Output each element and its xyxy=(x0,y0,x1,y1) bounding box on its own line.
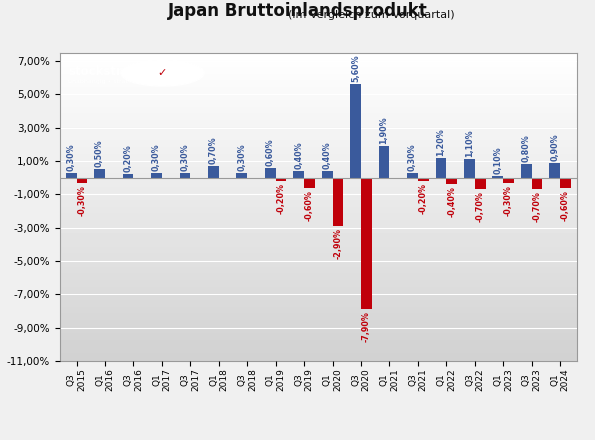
Text: stockstreet.de: stockstreet.de xyxy=(68,66,165,78)
Text: Japan Bruttoinlandsprodukt: Japan Bruttoinlandsprodukt xyxy=(168,2,427,20)
Text: 0,30%: 0,30% xyxy=(237,143,246,171)
Bar xyxy=(532,178,543,189)
Bar xyxy=(493,176,503,178)
Bar xyxy=(464,159,475,178)
Text: -0,60%: -0,60% xyxy=(561,190,570,220)
Text: 0,30%: 0,30% xyxy=(67,143,76,171)
Bar xyxy=(446,178,457,184)
Text: 0,40%: 0,40% xyxy=(322,141,331,169)
Text: -0,70%: -0,70% xyxy=(533,191,541,222)
Text: 0,40%: 0,40% xyxy=(294,141,303,169)
Text: -0,40%: -0,40% xyxy=(447,186,456,217)
Bar xyxy=(322,171,333,178)
Bar xyxy=(304,178,315,187)
Text: ✓: ✓ xyxy=(158,68,167,78)
Text: 1,90%: 1,90% xyxy=(380,117,389,144)
Text: 1,20%: 1,20% xyxy=(436,128,446,156)
Text: -7,90%: -7,90% xyxy=(362,311,371,342)
Bar xyxy=(378,146,390,178)
Text: -0,30%: -0,30% xyxy=(77,185,86,216)
Text: 0,20%: 0,20% xyxy=(124,145,133,172)
Text: 0,70%: 0,70% xyxy=(209,136,218,164)
Bar xyxy=(236,172,247,178)
Text: 1,10%: 1,10% xyxy=(465,130,474,158)
Bar xyxy=(151,172,162,178)
Bar xyxy=(407,172,418,178)
Bar xyxy=(275,178,286,181)
Bar xyxy=(475,178,486,189)
Bar xyxy=(208,166,219,178)
Bar xyxy=(521,165,532,178)
Text: -0,70%: -0,70% xyxy=(475,191,485,222)
Bar xyxy=(180,172,190,178)
Bar xyxy=(66,172,77,178)
Text: 0,30%: 0,30% xyxy=(180,143,189,171)
Text: -0,60%: -0,60% xyxy=(305,190,314,220)
Text: unabhängig • strategisch • trefflicher: unabhängig • strategisch • trefflicher xyxy=(68,79,187,84)
Text: 0,60%: 0,60% xyxy=(266,138,275,166)
Bar xyxy=(123,174,133,178)
Text: 5,60%: 5,60% xyxy=(351,55,360,82)
Text: -2,90%: -2,90% xyxy=(333,228,343,259)
Text: 0,30%: 0,30% xyxy=(152,143,161,171)
Bar xyxy=(503,178,514,183)
Bar xyxy=(361,178,372,309)
Bar xyxy=(293,171,304,178)
Text: (im Vergleich zum Vorquartal): (im Vergleich zum Vorquartal) xyxy=(140,10,455,20)
Text: 0,10%: 0,10% xyxy=(493,147,502,174)
Circle shape xyxy=(121,60,204,86)
Text: -0,20%: -0,20% xyxy=(277,183,286,214)
Text: -0,30%: -0,30% xyxy=(504,185,513,216)
Bar xyxy=(350,84,361,178)
Text: 0,50%: 0,50% xyxy=(95,140,104,167)
Bar xyxy=(94,169,105,178)
Bar xyxy=(418,178,428,181)
Bar xyxy=(77,178,87,183)
Bar xyxy=(549,163,560,178)
Bar xyxy=(560,178,571,187)
Bar xyxy=(436,158,446,178)
Text: 0,90%: 0,90% xyxy=(550,133,559,161)
Text: 0,30%: 0,30% xyxy=(408,143,417,171)
Text: -0,20%: -0,20% xyxy=(419,183,428,214)
Bar xyxy=(333,178,343,226)
Text: 0,80%: 0,80% xyxy=(522,135,531,162)
Bar xyxy=(265,168,275,178)
